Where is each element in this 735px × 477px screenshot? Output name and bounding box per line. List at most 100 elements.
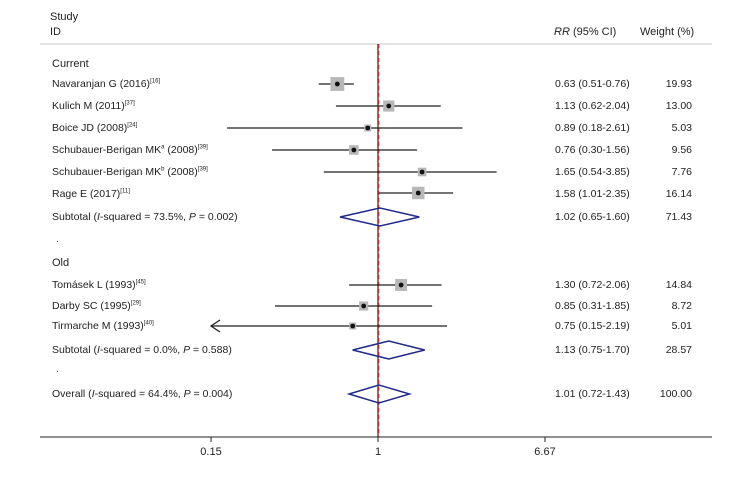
x-tick-label: 1 <box>374 446 382 458</box>
subtotal-tail: = 0.002) <box>195 211 238 223</box>
study-label: Tirmarche M (1993)[40] <box>52 320 154 332</box>
overall-p: P <box>183 388 191 400</box>
separator-dot: . <box>56 234 59 245</box>
overall-tail: = 0.004) <box>190 388 233 400</box>
subtotal-mid: -squared = 0.0%, <box>99 344 184 356</box>
weight-value: 16.14 <box>665 188 692 200</box>
study-name: Tomásek L (1993) <box>52 279 136 291</box>
subtotal-prefix: Subtotal ( <box>52 211 97 223</box>
subtotal-mid: -squared = 73.5%, <box>99 211 189 223</box>
header-rr: RR (95% CI) <box>554 26 616 38</box>
study-year: (2008) <box>164 144 198 156</box>
point-estimate <box>365 125 371 131</box>
estimate-value: 1.58 (1.01-2.35) <box>555 188 630 200</box>
study-label: Navaranjan G (2016)[16] <box>52 78 160 90</box>
overall-label: Overall (I-squared = 64.4%, P = 0.004) <box>52 388 232 400</box>
study-sup: a <box>161 144 165 151</box>
estimate-value: 0.76 (0.30-1.56) <box>555 144 630 156</box>
weight-value: 9.56 <box>671 144 692 156</box>
weight-value: 8.72 <box>671 300 692 312</box>
point-estimate <box>415 190 421 196</box>
study-label: Schubauer-Berigan MKa (2008)[39] <box>52 144 208 156</box>
pooled-diamond <box>352 340 425 360</box>
study-name: Darby SC (1995) <box>52 300 131 312</box>
point-estimate <box>386 103 392 109</box>
header-id: ID <box>50 26 61 38</box>
x-tick-label: 6.67 <box>534 446 556 458</box>
study-ref: [39] <box>197 144 208 151</box>
study-name: Schubauer-Berigan MK <box>52 166 162 178</box>
subtotal-label: Subtotal (I-squared = 0.0%, P = 0.588) <box>52 344 232 356</box>
study-name: Boice JD (2008) <box>52 122 128 134</box>
weight-value: 7.76 <box>671 166 692 178</box>
pooled-diamond <box>346 384 413 404</box>
study-ref: [11] <box>120 188 130 195</box>
weight-value: 19.93 <box>665 78 692 90</box>
estimate-value: 0.89 (0.18-2.61) <box>555 122 630 134</box>
study-label: Darby SC (1995)[29] <box>52 300 141 312</box>
study-name: Schubauer-Berigan MK <box>52 144 162 156</box>
estimate-value: 1.02 (0.65-1.60) <box>555 211 630 223</box>
study-label: Kulich M (2011)[37] <box>52 100 135 112</box>
header-rr-prefix: RR <box>554 26 570 38</box>
study-label: Boice JD (2008)[24] <box>52 122 137 134</box>
weight-value: 14.84 <box>665 279 692 291</box>
header-weight: Weight (%) <box>640 26 695 38</box>
study-ref: [29] <box>130 300 141 307</box>
point-estimate <box>350 323 356 329</box>
estimate-value: 1.30 (0.72-2.06) <box>555 279 630 291</box>
study-label: Tomásek L (1993)[45] <box>52 279 146 291</box>
pooled-diamond <box>339 207 420 227</box>
estimate-value: 1.65 (0.54-3.85) <box>555 166 630 178</box>
subtotal-tail: = 0.588) <box>190 344 232 356</box>
ci-arrow <box>209 319 221 333</box>
weight-value: 28.57 <box>665 344 692 356</box>
subtotal-i: I <box>96 211 100 223</box>
point-estimate <box>398 282 404 288</box>
weight-value: 100.00 <box>659 388 692 400</box>
study-year: (2008) <box>164 166 198 178</box>
overall-mid: -squared = 64.4%, <box>94 388 184 400</box>
study-ref: [39] <box>197 166 208 173</box>
study-name: Kulich M (2011) <box>52 100 125 112</box>
point-estimate <box>361 303 367 309</box>
subtotal-p: P <box>183 344 191 356</box>
study-ref: [45] <box>135 279 146 286</box>
estimate-value: 1.01 (0.72-1.43) <box>555 388 630 400</box>
overall-i: I <box>91 388 95 400</box>
weight-value: 5.01 <box>671 320 692 332</box>
study-name: Tirmarche M (1993) <box>52 320 144 332</box>
point-estimate <box>334 81 340 87</box>
weight-value: 71.43 <box>665 211 692 223</box>
point-estimate <box>419 169 425 175</box>
estimate-value: 1.13 (0.75-1.70) <box>555 344 630 356</box>
group-current-label: Current <box>52 58 89 70</box>
separator-dot: . <box>56 364 59 375</box>
estimate-value: 1.13 (0.62-2.04) <box>555 100 630 112</box>
study-label: Schubauer-Berigan MKb (2008)[39] <box>52 166 208 178</box>
estimate-value: 0.63 (0.51-0.76) <box>555 78 630 90</box>
study-name: Rage E (2017) <box>52 188 121 200</box>
study-ref: [40] <box>143 320 154 327</box>
weight-value: 5.03 <box>671 122 692 134</box>
header-study: Study <box>50 11 79 23</box>
x-tick-label: 0.15 <box>200 446 222 458</box>
point-estimate <box>351 147 357 153</box>
group-old-label: Old <box>52 257 70 269</box>
study-name: Navaranjan G (2016) <box>52 78 151 90</box>
weight-value: 13.00 <box>665 100 692 112</box>
estimate-value: 0.85 (0.31-1.85) <box>555 300 630 312</box>
study-ref: [37] <box>124 100 135 107</box>
subtotal-prefix: Subtotal ( <box>52 344 97 356</box>
study-label: Rage E (2017)[11] <box>52 188 130 200</box>
study-ref: [16] <box>150 78 161 85</box>
subtotal-p: P <box>188 211 196 223</box>
subtotal-label: Subtotal (I-squared = 73.5%, P = 0.002) <box>52 211 238 223</box>
subtotal-i: I <box>96 344 100 356</box>
study-sup: b <box>161 166 165 173</box>
overall-prefix: Overall ( <box>52 388 92 400</box>
estimate-value: 0.75 (0.15-2.19) <box>555 320 630 332</box>
header-rr-suffix: (95% CI) <box>569 26 617 38</box>
study-ref: [24] <box>127 122 138 129</box>
